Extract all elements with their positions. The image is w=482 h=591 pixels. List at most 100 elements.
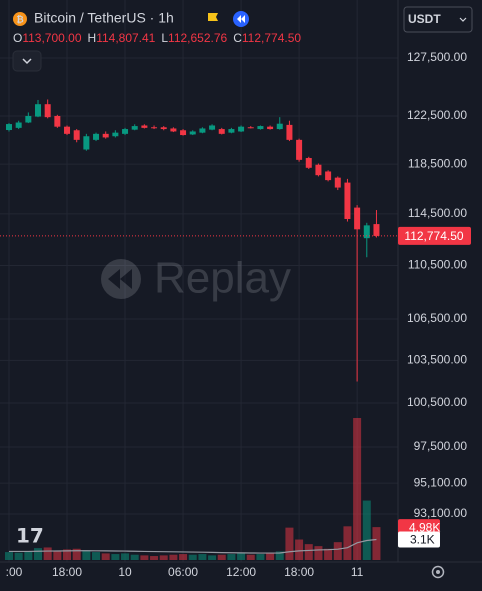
replay-button-glyph — [237, 15, 245, 23]
legend-key: L — [161, 31, 168, 45]
volume-bar — [304, 544, 313, 560]
volume-bar — [14, 552, 23, 560]
currency-dropdown[interactable] — [403, 6, 473, 33]
volume-bar — [92, 552, 101, 560]
volume-bar — [159, 555, 168, 560]
y-tick-label: 110,500.00 — [408, 258, 467, 272]
plot — [0, 99, 398, 560]
candle-body — [189, 131, 196, 135]
candle-body — [286, 124, 293, 140]
volume-bar — [246, 554, 255, 560]
volume-bar — [130, 554, 139, 560]
last-price-box — [398, 226, 471, 245]
watermark: Replay — [101, 254, 291, 303]
candle-body — [131, 126, 138, 130]
volume-bar — [111, 554, 120, 560]
currency: USDT — [408, 12, 441, 26]
legend-value: 112,774.50 — [242, 31, 301, 45]
x-tick-label: 10 — [118, 565, 132, 579]
volume-label: 4.98K — [409, 520, 440, 534]
volume-bar — [295, 539, 304, 560]
collapse-button[interactable] — [12, 50, 42, 72]
candle-body — [64, 126, 71, 134]
candle-body — [228, 129, 235, 133]
candle-body — [267, 126, 274, 130]
last-price-label: 112,774.50 — [404, 229, 463, 243]
volume-bar — [43, 547, 52, 560]
y-tick-label: 100,500.00 — [407, 395, 467, 409]
candle-body — [218, 129, 225, 134]
candle-body — [83, 136, 90, 150]
volume-bar — [256, 554, 265, 560]
candle-body — [276, 123, 283, 130]
candle-body — [6, 124, 12, 131]
legend-key: O — [13, 31, 22, 45]
grid — [0, 0, 398, 562]
volume-bar — [362, 500, 371, 560]
candle-body — [35, 104, 42, 117]
y-tick-label: 97,500.00 — [414, 439, 468, 453]
volume-bar — [275, 551, 284, 560]
y-tick-label: 118,500.00 — [408, 156, 467, 170]
candle-body — [209, 125, 216, 130]
candle-body — [354, 207, 361, 230]
volume-bar — [324, 548, 333, 560]
volume-ma-label-box — [398, 531, 440, 548]
volume-bar — [101, 553, 110, 560]
volume-bar — [217, 554, 226, 560]
volume-bar — [333, 542, 342, 560]
candle-body — [180, 130, 187, 136]
legend-value: 113,700.00 — [22, 31, 81, 45]
y-tick-label: 114,500.00 — [408, 206, 467, 220]
candle-body — [305, 158, 312, 168]
volume-bar — [198, 554, 207, 560]
candle-body — [44, 104, 51, 118]
x-tick-label: :00 — [6, 565, 23, 579]
candle-body — [15, 122, 22, 128]
candle-body — [325, 171, 332, 181]
coin-icon — [13, 12, 27, 26]
watermark-icon — [101, 259, 141, 299]
volume-bar — [24, 551, 33, 560]
y-tick-label: 95,100.00 — [414, 475, 468, 489]
legend-key: H — [88, 31, 97, 45]
volume-bar — [82, 550, 91, 560]
candle-body — [170, 128, 177, 132]
watermark-icon-glyph — [108, 269, 132, 289]
volume-bar — [266, 552, 275, 560]
volume-bar — [169, 554, 178, 560]
candle-body — [257, 126, 264, 130]
watermark-text: Replay — [154, 254, 291, 303]
volume-ma-label: 3.1K — [410, 533, 435, 547]
flag-icon[interactable] — [208, 13, 218, 21]
settings-button[interactable] — [431, 565, 445, 579]
volume-bar — [285, 527, 294, 560]
x-tick-label: 12:00 — [226, 565, 256, 579]
volume-bar — [208, 555, 217, 560]
volume-bar — [150, 556, 159, 560]
candle-body — [363, 225, 370, 239]
coin-icon-glyph: ₿ — [16, 14, 23, 24]
candle-body — [334, 177, 341, 188]
volume-bar — [314, 546, 323, 560]
volume-bar — [343, 526, 352, 560]
dropdown-glyph — [459, 17, 467, 22]
volume-bar — [140, 555, 149, 560]
candle-body — [73, 130, 80, 140]
x-tick-label: 06:00 — [168, 565, 198, 579]
volume-bar — [72, 548, 81, 560]
candle-body — [54, 115, 61, 127]
volume-bar — [53, 550, 62, 560]
y-tick-label: 122,500.00 — [407, 108, 467, 122]
candle-body — [238, 126, 245, 132]
volume-label-box — [398, 519, 440, 536]
y-tick-label: 127,500.00 — [407, 50, 467, 64]
candle-body — [247, 127, 254, 129]
symbol[interactable]: Bitcoin / TetherUS · 1h — [34, 10, 174, 26]
legend-value: 112,652.76 — [168, 31, 227, 45]
collapse-glyph — [22, 58, 32, 65]
volume-bar — [237, 553, 246, 560]
volume-bar — [188, 554, 197, 560]
ohlc-legend: O113,700.00 H114,807.41 L112,652.76 C112,77… — [13, 31, 301, 45]
